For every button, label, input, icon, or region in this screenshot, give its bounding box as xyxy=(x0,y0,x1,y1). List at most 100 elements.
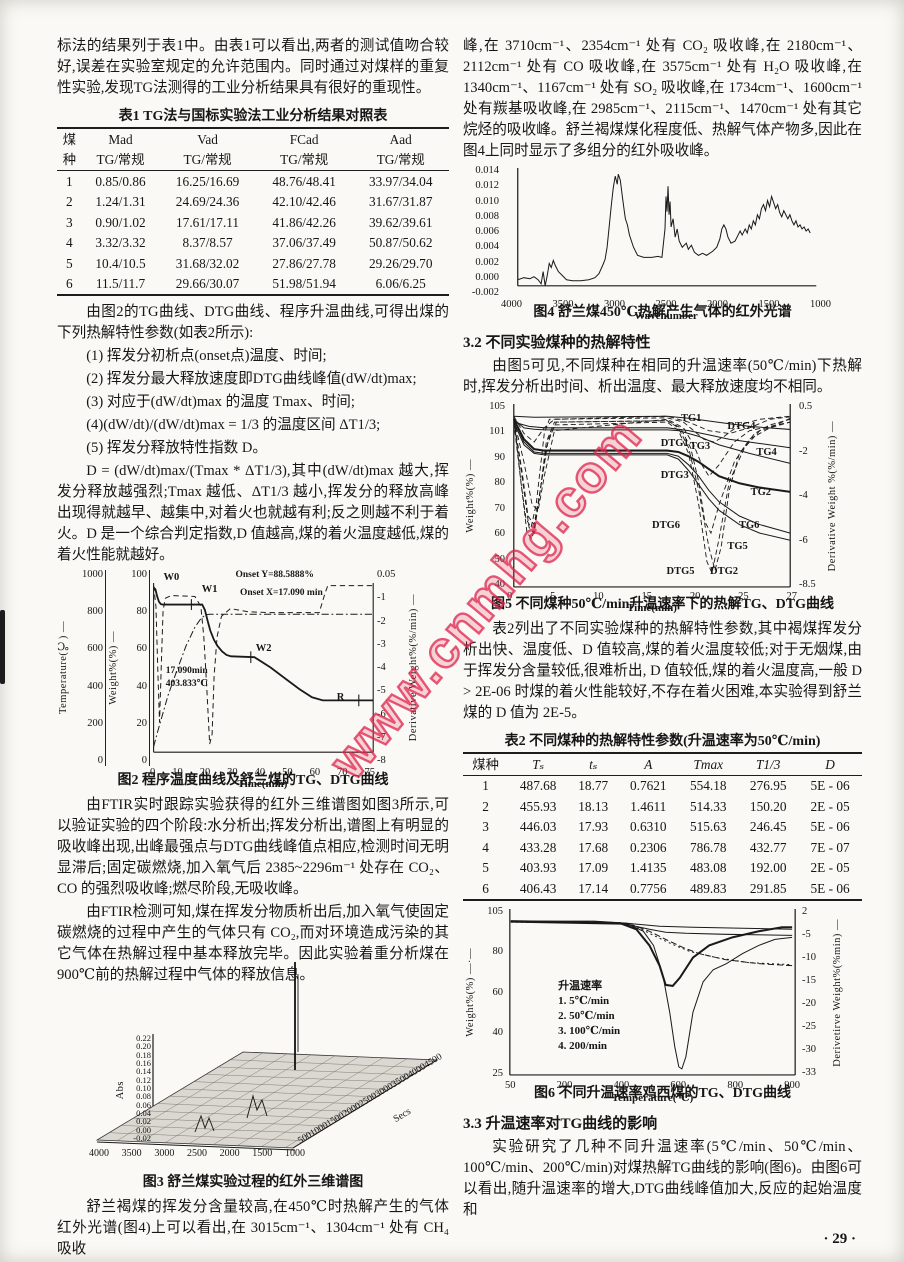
fig2-annotation-time: 17.090min xyxy=(165,666,208,677)
table-cell: 0.85/0.86 xyxy=(95,173,146,189)
scan-artifact xyxy=(0,610,5,684)
tick-label: 0.04 xyxy=(136,1107,151,1118)
table-cell: 37.06/37.49 xyxy=(272,235,336,250)
table-cell: 6 xyxy=(66,276,73,291)
tick-label: 50 xyxy=(282,767,293,778)
table-cell: 3.32/3.32 xyxy=(95,235,146,250)
table-cell: 1.4611 xyxy=(630,798,667,814)
paragraph: 实验研究了几种不同升温速率(5℃/min、50℃/min、100℃/min、20… xyxy=(463,1138,862,1218)
figure-6-caption: 图6 不同升温速率鸡西煤的TG、DTG曲线 xyxy=(533,1085,792,1101)
legend-entry: 2. 50℃/min xyxy=(558,1009,615,1022)
table-cell: 487.68 xyxy=(519,778,557,793)
figure-2: Temperature(℃) — 1000 800 600 400 200 0 Weigh… xyxy=(57,569,449,790)
table-cell: 50.87/50.62 xyxy=(368,235,433,250)
fig2-plot xyxy=(152,582,374,753)
figure-4: 0.014 0.012 0.010 0.008 0.006 0.004 0.002 0.000… xyxy=(463,165,862,322)
page-number: · 29 · xyxy=(823,1230,856,1247)
fig6-right-axis-label: Derivetirve Weight%(%min) — xyxy=(831,918,843,1067)
tick-label: 0.000 xyxy=(475,271,499,283)
fig5-label-dtg3: DTG3 xyxy=(660,469,689,481)
tick-label: -8.5 xyxy=(799,579,816,590)
table-cell: 17.93 xyxy=(578,819,609,834)
figure-4-caption: 图4 舒兰煤450℃热解产生气体的红外光谱 xyxy=(533,305,792,320)
legend-entry: 升温速率 xyxy=(558,979,603,992)
fig5-label-tg6: TG6 xyxy=(739,520,760,532)
fig2-temp-axis-label: Temperature(℃) — xyxy=(58,621,69,715)
tick-label: 105 xyxy=(487,905,503,917)
table-cell: 433.28 xyxy=(519,839,557,855)
table-cell: 1.24/1.31 xyxy=(95,194,146,209)
tick-label: 25 xyxy=(492,1067,504,1079)
list-item: (1) 挥发分初析点(onset点)温度、时间; xyxy=(86,348,327,364)
table-cell: 406.43 xyxy=(519,880,557,896)
tick-label: 5 xyxy=(550,591,556,602)
fig4-plot xyxy=(517,168,817,287)
tick-label: -6 xyxy=(377,708,386,720)
fig5-plot xyxy=(512,404,791,588)
tick-label: 1000 xyxy=(810,299,831,310)
fig5-label-dtg4: DTG4 xyxy=(727,420,756,432)
list-item: (4)(dW/dt)/(dW/dt)max = 1/3 的温度区间 ΔT1/3; xyxy=(86,417,381,433)
fig2-weight-ticks: 100 80 60 40 20 0 xyxy=(120,569,150,766)
tick-label: 40 xyxy=(492,1027,504,1038)
tick-label: 0.05 xyxy=(377,569,396,580)
section-heading-3-2: 3.2 不同实验煤种的热解特性 xyxy=(463,335,651,351)
table-cell: 24.69/24.36 xyxy=(175,194,240,209)
table-cell: 2 xyxy=(66,194,73,209)
column-header: tₛ xyxy=(589,756,598,772)
list-item: (2) 挥发分最大释放速度即DTG曲线峰值(dW/dt)max; xyxy=(86,371,417,387)
table-cell: 5E - 06 xyxy=(810,819,850,834)
tick-label: 10 xyxy=(593,591,604,602)
table-cell: 276.95 xyxy=(749,778,787,793)
tick-label: 75 xyxy=(364,767,376,778)
tick-label: 800 xyxy=(87,606,103,618)
table-cell: 1 xyxy=(482,778,489,793)
tick-label: 0.06 xyxy=(136,1099,151,1110)
fig5-label-dtg1: DTG1 xyxy=(660,437,689,449)
fig2-right-axis-label: Derivative Weight%(%/min) — xyxy=(407,594,419,742)
table-cell: 3 xyxy=(482,819,489,834)
tick-label: 0.008 xyxy=(475,210,499,222)
tick-label: 0.22 xyxy=(136,1033,151,1043)
figure-3-caption: 图3 舒兰煤实验过程的红外三维谱图 xyxy=(142,1175,364,1190)
table-row: 5 403.93 17.09 1.4135 483.08 192.00 2E - 05 xyxy=(463,858,862,879)
tick-label: 0.10 xyxy=(136,1082,151,1093)
tick-label: 0.08 xyxy=(136,1091,151,1102)
table-cell: 29.66/30.07 xyxy=(175,276,240,291)
fig2-right-ticks: 0.05 -1 -2 -3 -4 -5 -6 -7 -8 xyxy=(375,569,406,766)
tick-label: -2 xyxy=(799,445,808,457)
fig3-y-ticks: 0.22 0.20 0.18 0.16 0.14 0.12 0.10 0.08 0.06 0.04… xyxy=(121,1034,153,1142)
tick-label: 200 xyxy=(87,717,103,729)
table1-header-row2: 种 TG/常规 TG/常规 TG/常规 TG/常规 xyxy=(57,150,449,171)
table-cell: 18.13 xyxy=(578,798,609,814)
fig3-plot xyxy=(95,962,439,1151)
tick-label: -3 xyxy=(377,638,386,650)
table-cell: 39.62/39.61 xyxy=(368,214,433,230)
table-cell: 2E - 05 xyxy=(810,860,850,875)
paragraph: 标法的结果列于表1中。由表1可以看出,两者的测试值吻合较好,误差在实验室规定的允… xyxy=(57,38,449,96)
table-cell: 29.26/29.70 xyxy=(368,255,433,271)
table-row: 4 433.28 17.68 0.2306 786.78 432.77 7E - 07 xyxy=(463,837,862,858)
table-cell: 17.09 xyxy=(578,860,609,875)
tick-label: 15 xyxy=(641,591,652,602)
tick-label: 2000 xyxy=(707,299,728,310)
table-cell: 483.08 xyxy=(689,860,727,875)
fig2-weight-axis-label: Weight%(%) — xyxy=(107,631,119,705)
tick-label: 100 xyxy=(131,569,147,580)
column-subheader: TG/常规 xyxy=(280,152,329,167)
tick-label: 25 xyxy=(738,591,749,602)
column-subheader: TG/常规 xyxy=(376,152,425,167)
fig5-x-axis-label: Time(min) xyxy=(627,602,677,614)
legend-entry: 1. 5℃/min xyxy=(558,994,610,1007)
tick-label: 80 xyxy=(494,477,506,489)
tick-label: 600 xyxy=(87,643,103,655)
table-cell: 27.86/27.78 xyxy=(272,255,336,271)
table-cell: 7E - 07 xyxy=(810,839,850,855)
tick-label: 30 xyxy=(227,767,238,778)
column-header: Aad xyxy=(389,131,412,147)
tick-label: 50 xyxy=(505,1079,516,1091)
table-cell: 514.33 xyxy=(689,798,727,814)
tick-label: 0.00 xyxy=(136,1124,151,1135)
table1-title: 表1 TG法与国标实验法工业分析结果对照表 xyxy=(118,109,388,124)
tick-label: 0.002 xyxy=(475,256,499,268)
